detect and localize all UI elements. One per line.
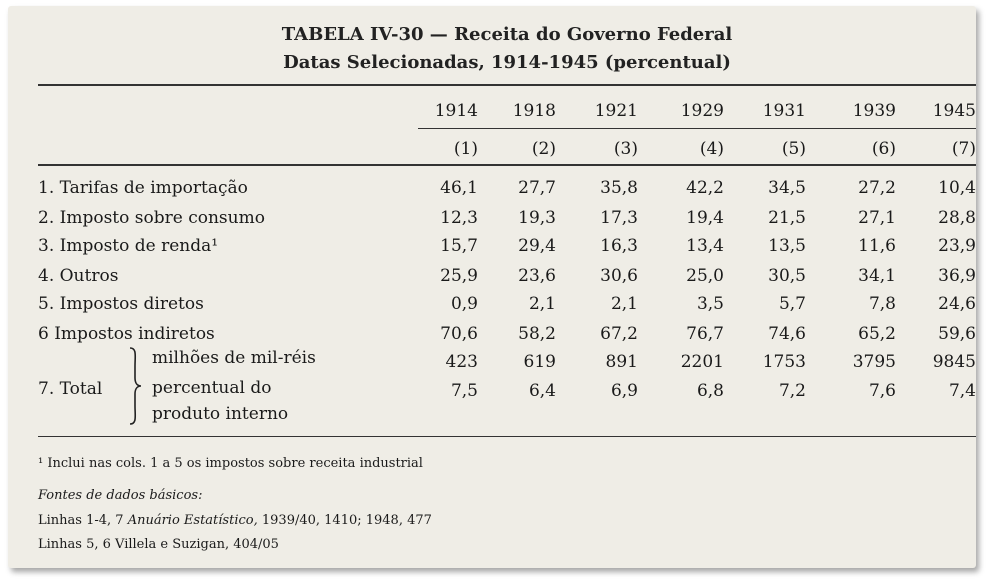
total-percent-label-1: percentual do <box>152 378 272 398</box>
table-cell: 11,6 <box>858 236 896 256</box>
year-rule <box>418 128 976 129</box>
total-percent-cell: 6,8 <box>696 381 724 401</box>
table-cell: 76,7 <box>686 324 724 344</box>
total-millions-cell: 3795 <box>852 352 896 372</box>
year-header: 1945 <box>932 101 976 121</box>
table-cell: 15,7 <box>440 236 478 256</box>
table-cell: 25,9 <box>440 266 478 286</box>
year-header: 1921 <box>594 101 638 121</box>
table-cell: 19,3 <box>518 208 556 228</box>
row-label: 3. Imposto de renda¹ <box>38 236 219 256</box>
source-line-1-title: Anuário Estatístico, <box>127 513 258 528</box>
table-cell: 25,0 <box>686 266 724 286</box>
table-cell: 67,2 <box>600 324 638 344</box>
row-label: 6 Impostos indiretos <box>38 324 215 344</box>
row-label: 1. Tarifas de importação <box>38 178 248 198</box>
source-line-2: Linhas 5, 6 Villela e Suzigan, 404/05 <box>38 537 279 552</box>
table-cell: 58,2 <box>518 324 556 344</box>
total-percent-cell: 7,6 <box>868 381 896 401</box>
total-millions-cell: 891 <box>605 352 638 372</box>
table-cell: 34,1 <box>858 266 896 286</box>
table-cell: 10,4 <box>938 178 976 198</box>
sources-heading: Fontes de dados básicos: <box>38 488 203 503</box>
table-cell: 27,7 <box>518 178 556 198</box>
row-label: 2. Imposto sobre consumo <box>38 208 265 228</box>
column-number: (1) <box>453 139 478 159</box>
table-cell: 7,8 <box>868 294 896 314</box>
table-cell: 34,5 <box>768 178 806 198</box>
total-millions-cell: 1753 <box>762 352 806 372</box>
total-percent-cell: 6,9 <box>610 381 638 401</box>
table-cell: 23,6 <box>518 266 556 286</box>
table-cell: 30,6 <box>600 266 638 286</box>
table-cell: 36,9 <box>938 266 976 286</box>
year-header: 1931 <box>762 101 806 121</box>
footnote-1: ¹ Inclui nas cols. 1 a 5 os impostos sob… <box>38 456 423 471</box>
table-cell: 24,6 <box>938 294 976 314</box>
column-number: (5) <box>781 139 806 159</box>
table-cell: 46,1 <box>440 178 478 198</box>
total-millions-cell: 423 <box>445 352 478 372</box>
table-cell: 3,5 <box>696 294 724 314</box>
year-header: 1939 <box>852 101 896 121</box>
source-line-1: Linhas 1-4, 7 Anuário Estatístico, 1939/… <box>38 513 432 528</box>
row-label: 5. Impostos diretos <box>38 294 204 314</box>
table-cell: 42,2 <box>686 178 724 198</box>
column-number: (7) <box>951 139 976 159</box>
table-cell: 2,1 <box>610 294 638 314</box>
table-cell: 23,9 <box>938 236 976 256</box>
table-cell: 2,1 <box>528 294 556 314</box>
total-percent-label-2: produto interno <box>152 404 289 424</box>
source-line-1-suffix: 1939/40, 1410; 1948, 477 <box>261 513 432 528</box>
column-number: (6) <box>871 139 896 159</box>
row-label: 4. Outros <box>38 266 119 286</box>
table-cell: 35,8 <box>600 178 638 198</box>
total-percent-cell: 7,4 <box>948 381 976 401</box>
total-percent-cell: 6,4 <box>528 381 556 401</box>
table-cell: 59,6 <box>938 324 976 344</box>
source-line-1-prefix: Linhas 1-4, 7 <box>38 513 124 528</box>
table-cell: 5,7 <box>778 294 806 314</box>
column-number: (3) <box>613 139 638 159</box>
total-percent-cell: 7,5 <box>450 381 478 401</box>
table-cell: 13,4 <box>686 236 724 256</box>
table-cell: 30,5 <box>768 266 806 286</box>
year-header: 1914 <box>434 101 478 121</box>
top-rule <box>38 84 976 86</box>
table-cell: 27,1 <box>858 208 896 228</box>
table-cell: 19,4 <box>686 208 724 228</box>
column-number: (2) <box>531 139 556 159</box>
column-number: (4) <box>699 139 724 159</box>
table-cell: 16,3 <box>600 236 638 256</box>
table-cell: 29,4 <box>518 236 556 256</box>
total-millions-label: milhões de mil-réis <box>152 348 316 368</box>
table-cell: 17,3 <box>600 208 638 228</box>
table-cell: 70,6 <box>440 324 478 344</box>
brace-icon <box>129 347 142 425</box>
table-title: TABELA IV-30 — Receita do Governo Federa… <box>281 24 733 45</box>
year-header: 1918 <box>512 101 556 121</box>
scanned-page: TABELA IV-30 — Receita do Governo Federa… <box>8 6 976 568</box>
total-percent-cell: 7,2 <box>778 381 806 401</box>
total-millions-cell: 9845 <box>932 352 976 372</box>
table-cell: 13,5 <box>768 236 806 256</box>
total-millions-cell: 2201 <box>680 352 724 372</box>
header-rule <box>38 164 976 166</box>
total-label: 7. Total <box>38 379 103 399</box>
table-cell: 27,2 <box>858 178 896 198</box>
total-millions-cell: 619 <box>523 352 556 372</box>
table-cell: 28,8 <box>938 208 976 228</box>
table-cell: 12,3 <box>440 208 478 228</box>
table-cell: 74,6 <box>768 324 806 344</box>
bottom-rule <box>38 436 976 437</box>
table-cell: 0,9 <box>450 294 478 314</box>
table-subtitle: Datas Selecionadas, 1914-1945 (percentua… <box>283 52 731 73</box>
table-cell: 21,5 <box>768 208 806 228</box>
table-cell: 65,2 <box>858 324 896 344</box>
year-header: 1929 <box>680 101 724 121</box>
